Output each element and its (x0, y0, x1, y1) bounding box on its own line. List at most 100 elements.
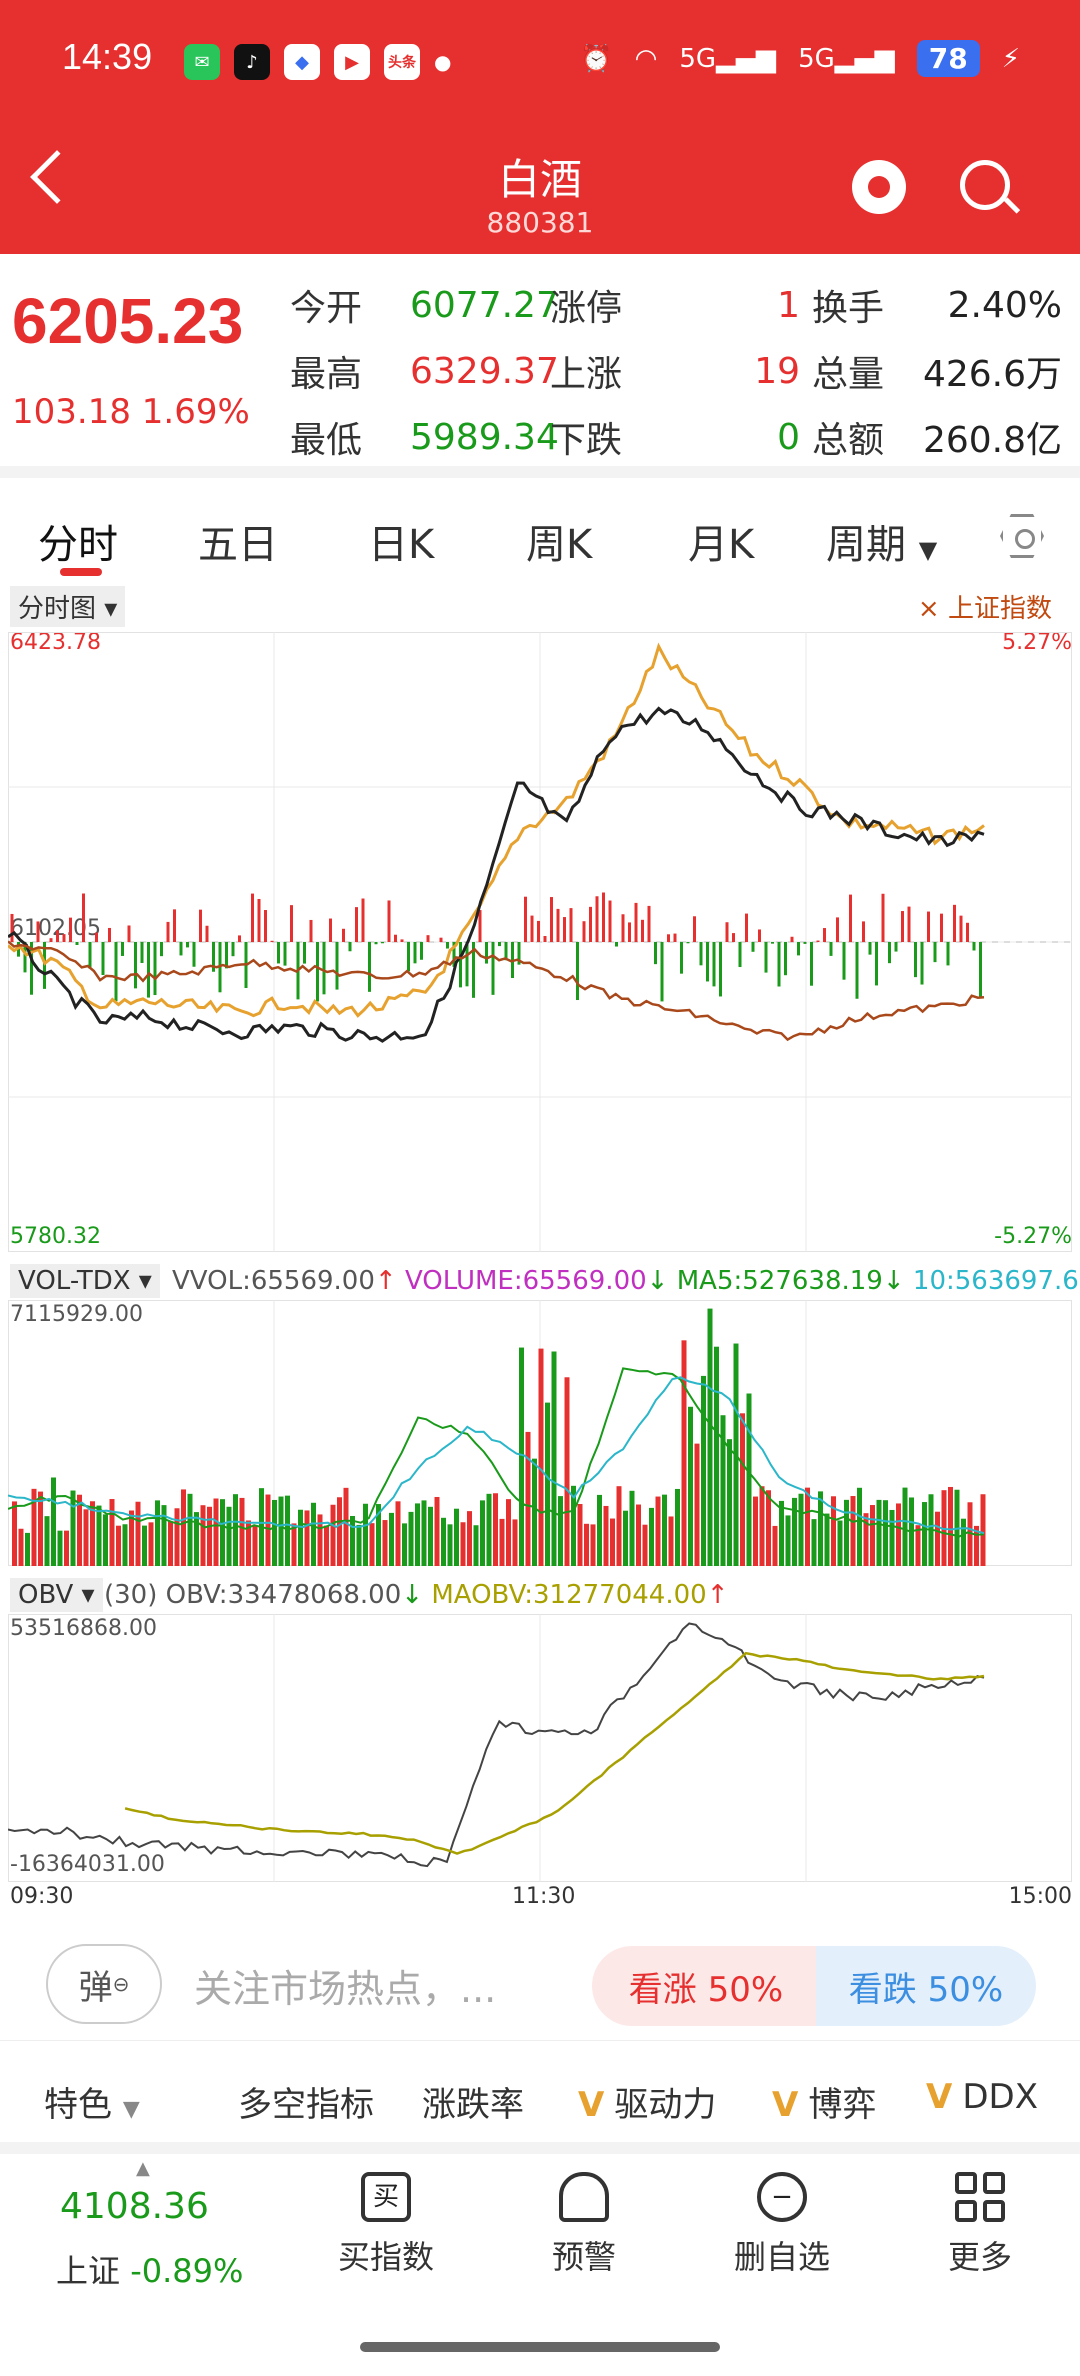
home-indicator (360, 2342, 720, 2352)
danmu-button[interactable]: 弹 ⊖ (46, 1944, 162, 2024)
last-price: 6205.23 (12, 285, 244, 357)
vol-down-bar (402, 1523, 407, 1566)
vol-down-bar (480, 1500, 485, 1566)
high-value: 6329.37 (410, 350, 559, 392)
bearish-button[interactable]: 看跌 50% (816, 1946, 1036, 2026)
vol-up-bar (207, 1506, 212, 1566)
tab-5day[interactable]: 五日 (198, 522, 278, 568)
vol-up-bar (525, 1431, 531, 1566)
obv-period: (30) (104, 1580, 158, 1610)
rise-value: 19 (754, 350, 800, 392)
indicator-updown-rate[interactable]: 涨跌率 (422, 2085, 524, 2125)
vol-down-bar (376, 1504, 381, 1566)
vol-down-bar (441, 1517, 446, 1566)
settings-icon[interactable] (1000, 514, 1044, 558)
alert-button[interactable]: 预警 (504, 2172, 664, 2278)
price-change: 103.18 1.69% (12, 392, 250, 432)
vol-down-bar (883, 1500, 888, 1566)
search-icon[interactable] (960, 160, 1010, 210)
vol-up-bar (38, 1491, 43, 1566)
indicator-game[interactable]: V 博弈 (772, 2085, 877, 2125)
bell-icon (559, 2172, 609, 2222)
vol-down-bar (389, 1512, 394, 1566)
obv-indicator-select[interactable]: OBV ▾ (10, 1578, 103, 1612)
vol-down-bar (51, 1477, 56, 1566)
tab-intraday[interactable]: 分时 (38, 522, 118, 568)
bullish-button[interactable]: 看涨 50% (592, 1946, 820, 2026)
tab-monthly-k[interactable]: 月K (688, 522, 755, 568)
vol-down-bar (285, 1495, 290, 1566)
ma5-line (8, 1367, 985, 1538)
vol-down-bar (272, 1499, 277, 1566)
vol-down-bar (551, 1351, 557, 1566)
tab-period[interactable]: 周期 ▼ (826, 522, 938, 568)
grid-icon (955, 2172, 1005, 2222)
period-tabs: 分时 五日 日K 周K 月K 周期 ▼ (0, 466, 1080, 586)
quote-panel: 6205.23 103.18 1.69% 今开 6077.27 最高 6329.37… (0, 254, 1080, 466)
vol-down-bar (44, 1516, 50, 1566)
browser-icon: ◆ (284, 44, 320, 80)
vol-down-bar (155, 1500, 160, 1566)
quote-col-2: 涨停 1 上涨 19 下跌 0 (550, 272, 800, 470)
signal-icon: 5G▂▄▆ (679, 43, 777, 74)
vol-down-bar (701, 1375, 706, 1566)
expand-icon[interactable]: ▲ (136, 2158, 150, 2179)
vol-up-bar (538, 1348, 544, 1566)
vol-down-bar (486, 1493, 492, 1566)
sentiment-bar: 弹 ⊖ 关注市场热点，... 看涨 50% 看跌 50% (0, 1936, 1080, 2046)
robot-icon[interactable] (852, 160, 906, 214)
indicator-drive[interactable]: V 驱动力 (578, 2085, 717, 2125)
intraday-chart[interactable] (8, 632, 1072, 1252)
vol-up-bar (863, 1513, 869, 1566)
chart-type-select[interactable]: 分时图 ▾ (10, 586, 126, 627)
vol-up-bar (564, 1377, 570, 1566)
indicator-ddx[interactable]: V DDX (926, 2077, 1038, 2117)
compare-index[interactable]: × 上证指数 (917, 594, 1052, 624)
page-code: 880381 (486, 206, 594, 239)
vol-down-bar (187, 1493, 193, 1566)
wifi-icon: ◠ (634, 43, 658, 74)
pct-min: -5.27% (994, 1224, 1072, 1249)
limit-up-value: 1 (777, 284, 800, 326)
tab-daily-k[interactable]: 日K (368, 522, 435, 568)
vol-down-bar (454, 1508, 459, 1566)
vol-down-bar (785, 1515, 791, 1566)
sh-index-value[interactable]: 4108.36 (60, 2186, 209, 2227)
vol-up-bar (252, 1525, 258, 1566)
vol-down-bar (629, 1490, 635, 1566)
tab-weekly-k[interactable]: 周K (526, 522, 593, 568)
vol-indicator-select[interactable]: VOL-TDX ▾ (10, 1264, 160, 1298)
vol-down-bar (408, 1511, 414, 1566)
obv-legend: (30) OBV:33478068.00↓ MAOBV:31277044.00↑ (104, 1580, 729, 1610)
vol-up-bar (753, 1496, 758, 1566)
battery: 78 (916, 40, 980, 77)
indicator-longshort[interactable]: 多空指标 (238, 2085, 374, 2125)
vol-up-bar (974, 1525, 979, 1566)
vol-up-bar (584, 1523, 589, 1566)
vol-down-bar (961, 1518, 966, 1566)
vol-up-bar (174, 1508, 180, 1566)
remove-watchlist-button[interactable]: − 删自选 (702, 2172, 862, 2278)
sh-index-info[interactable]: 上证 -0.89% (56, 2252, 244, 2290)
vol-up-bar (759, 1486, 765, 1566)
vol-up-bar (77, 1494, 82, 1566)
more-button[interactable]: 更多 (900, 2172, 1060, 2278)
dot-icon: ● (434, 50, 452, 74)
vol-up-bar (655, 1496, 661, 1566)
low-value: 5989.34 (410, 416, 559, 458)
vol-up-bar (636, 1504, 641, 1566)
indicator-special[interactable]: 特色 ▼ (44, 2085, 140, 2125)
vol-up-bar (499, 1518, 505, 1566)
vol-down-bar (792, 1497, 797, 1566)
vol-up-bar (395, 1501, 401, 1566)
comment-input[interactable]: 关注市场热点，... (194, 1967, 497, 2011)
amount-value: 260.8亿 (922, 420, 1062, 461)
vol-down-bar (421, 1500, 427, 1566)
buy-index-button[interactable]: 买 买指数 (306, 2172, 466, 2278)
vol-up-bar (681, 1340, 687, 1566)
vol-down-bar (662, 1494, 667, 1566)
open-label: 今开 (290, 288, 363, 329)
turnover-label: 换手 (812, 288, 885, 329)
toutiao-icon: 头条 (384, 44, 420, 80)
vol-up-bar (369, 1523, 375, 1566)
